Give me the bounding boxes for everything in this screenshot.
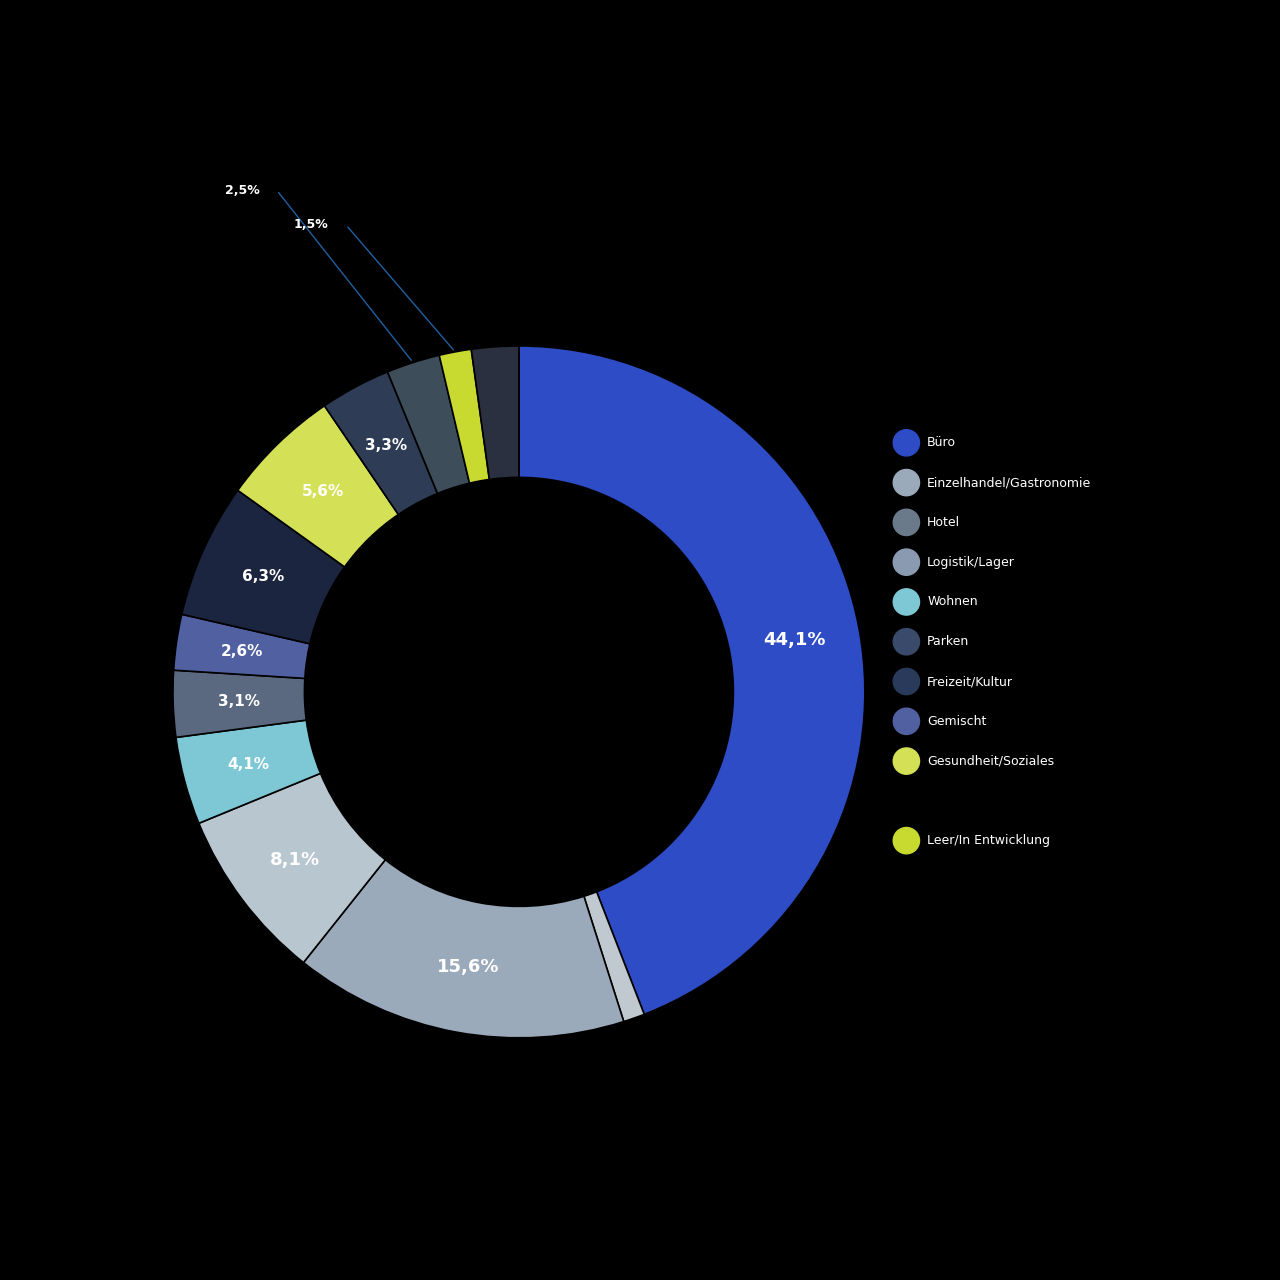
Text: Gesundheit/Soziales: Gesundheit/Soziales	[927, 755, 1055, 768]
Text: 6,3%: 6,3%	[242, 570, 284, 584]
Text: Büro: Büro	[927, 436, 956, 449]
Text: Hotel: Hotel	[927, 516, 960, 529]
Circle shape	[893, 628, 919, 655]
Text: 8,1%: 8,1%	[270, 851, 320, 869]
Wedge shape	[303, 860, 623, 1038]
Text: 2,6%: 2,6%	[220, 644, 262, 659]
Text: 2,5%: 2,5%	[225, 184, 260, 197]
Circle shape	[893, 827, 919, 854]
Text: 4,1%: 4,1%	[227, 756, 269, 772]
Text: 1,5%: 1,5%	[294, 219, 329, 232]
Circle shape	[893, 509, 919, 535]
Wedge shape	[439, 349, 489, 483]
Wedge shape	[388, 356, 470, 494]
Wedge shape	[182, 490, 344, 644]
Text: 3,3%: 3,3%	[365, 438, 407, 453]
Text: 44,1%: 44,1%	[763, 631, 826, 649]
Wedge shape	[174, 614, 310, 678]
Circle shape	[893, 549, 919, 575]
Text: Logistik/Lager: Logistik/Lager	[927, 556, 1015, 568]
Circle shape	[893, 708, 919, 735]
Wedge shape	[238, 406, 398, 567]
Text: Gemischt: Gemischt	[927, 714, 987, 728]
Text: Wohnen: Wohnen	[927, 595, 978, 608]
Text: Leer/In Entwicklung: Leer/In Entwicklung	[927, 835, 1050, 847]
Circle shape	[893, 748, 919, 774]
Text: Parken: Parken	[927, 635, 969, 648]
Wedge shape	[584, 892, 644, 1021]
Text: 5,6%: 5,6%	[302, 484, 344, 499]
Text: Freizeit/Kultur: Freizeit/Kultur	[927, 675, 1014, 689]
Wedge shape	[173, 671, 306, 737]
Text: Einzelhandel/Gastronomie: Einzelhandel/Gastronomie	[927, 476, 1092, 489]
Wedge shape	[198, 773, 385, 963]
Circle shape	[893, 470, 919, 495]
Circle shape	[893, 430, 919, 456]
Wedge shape	[175, 721, 320, 823]
Text: 3,1%: 3,1%	[218, 694, 260, 709]
Wedge shape	[324, 372, 438, 515]
Text: 15,6%: 15,6%	[436, 959, 499, 977]
Circle shape	[893, 668, 919, 695]
Wedge shape	[518, 346, 865, 1014]
Wedge shape	[471, 346, 518, 480]
Circle shape	[893, 589, 919, 616]
